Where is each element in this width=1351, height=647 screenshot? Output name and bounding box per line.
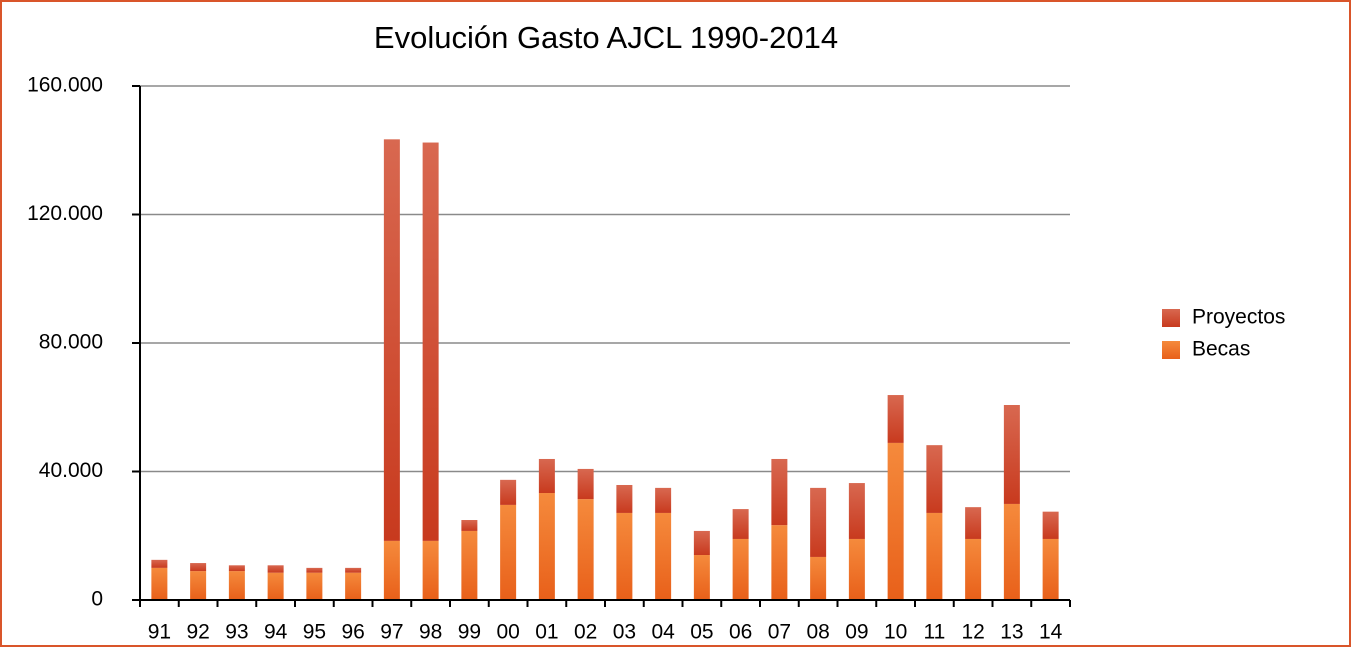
bar-segment bbox=[965, 538, 982, 600]
bar-segment bbox=[228, 571, 245, 600]
bar-segment bbox=[732, 509, 749, 539]
bar-segment bbox=[228, 565, 245, 572]
bar-segment bbox=[190, 563, 207, 572]
x-tick-label: 05 bbox=[690, 621, 713, 644]
y-tick-label: 120.000 bbox=[27, 202, 103, 225]
x-tick-label: 10 bbox=[884, 621, 907, 644]
bar-segment bbox=[810, 556, 827, 600]
x-tick-label: 08 bbox=[806, 621, 829, 644]
bar-segment bbox=[345, 567, 362, 573]
bar-segment bbox=[655, 487, 672, 513]
x-tick-label: 94 bbox=[264, 621, 288, 644]
x-tick-label: 12 bbox=[961, 621, 984, 644]
bar-segment bbox=[771, 458, 788, 526]
x-tick-label: 07 bbox=[768, 621, 791, 644]
bar-segment bbox=[926, 445, 943, 513]
bar-segment bbox=[1042, 538, 1059, 600]
bar-segment bbox=[965, 507, 982, 539]
bar-segment bbox=[655, 512, 672, 600]
bar-segment bbox=[151, 567, 168, 600]
bar-segment bbox=[345, 572, 362, 600]
y-tick-label: 0 bbox=[91, 588, 103, 611]
legend-label: Proyectos bbox=[1192, 306, 1285, 329]
bar-segment bbox=[267, 572, 284, 600]
x-tick-label: 11 bbox=[923, 621, 945, 644]
bar-segment bbox=[771, 525, 788, 600]
x-tick-label: 13 bbox=[1000, 621, 1023, 644]
y-tick-label: 160.000 bbox=[27, 74, 103, 97]
bar-segment bbox=[887, 442, 904, 600]
x-tick-label: 09 bbox=[845, 621, 868, 644]
bar-segment bbox=[887, 395, 904, 443]
x-tick-label: 03 bbox=[613, 621, 636, 644]
x-tick-label: 02 bbox=[574, 621, 597, 644]
bar-segment bbox=[693, 530, 710, 556]
bar-segment bbox=[383, 139, 400, 541]
bar-segment bbox=[500, 479, 517, 505]
bar-segment bbox=[306, 567, 323, 573]
x-tick-label: 14 bbox=[1039, 621, 1063, 644]
bar-segment bbox=[1003, 503, 1020, 600]
bar-segment bbox=[1003, 405, 1020, 504]
x-tick-label: 91 bbox=[148, 621, 171, 644]
x-tick-label: 98 bbox=[419, 621, 442, 644]
bar-segment bbox=[1042, 511, 1059, 539]
bar-segment bbox=[500, 504, 517, 600]
bar-segment bbox=[810, 487, 827, 557]
bar-segment bbox=[926, 512, 943, 600]
bar-segment bbox=[538, 458, 555, 494]
bar-segment bbox=[422, 540, 439, 600]
x-tick-label: 99 bbox=[458, 621, 481, 644]
x-tick-label: 01 bbox=[535, 621, 558, 644]
x-tick-label: 92 bbox=[186, 621, 209, 644]
chart-title: Evolución Gasto AJCL 1990-2014 bbox=[374, 20, 838, 55]
x-tick-label: 96 bbox=[341, 621, 364, 644]
bar-segment bbox=[732, 538, 749, 600]
bar-segment bbox=[383, 540, 400, 600]
bar-segment bbox=[577, 499, 594, 600]
x-tick-label: 93 bbox=[225, 621, 248, 644]
bar-segment bbox=[848, 483, 865, 539]
bar-segment bbox=[151, 559, 168, 568]
legend-swatch bbox=[1162, 309, 1180, 327]
bar-segment bbox=[538, 493, 555, 600]
bar-segment bbox=[190, 571, 207, 600]
bar-segment bbox=[461, 520, 478, 531]
legend-swatch bbox=[1162, 341, 1180, 359]
bar-segment bbox=[616, 484, 633, 513]
x-tick-label: 00 bbox=[496, 621, 519, 644]
bar-segment bbox=[616, 512, 633, 600]
legend-label: Becas bbox=[1192, 338, 1250, 361]
bar-segment bbox=[693, 555, 710, 600]
bar-segment bbox=[306, 572, 323, 600]
bar-segment bbox=[848, 538, 865, 600]
x-tick-label: 06 bbox=[729, 621, 752, 644]
y-tick-label: 80.000 bbox=[39, 331, 103, 354]
bar-segment bbox=[267, 565, 284, 573]
x-tick-label: 95 bbox=[303, 621, 326, 644]
bar-segment bbox=[577, 468, 594, 500]
x-tick-label: 04 bbox=[651, 621, 675, 644]
y-tick-label: 40.000 bbox=[39, 459, 103, 482]
bar-segment bbox=[422, 142, 439, 541]
bar-segment bbox=[461, 530, 478, 600]
x-tick-label: 97 bbox=[380, 621, 403, 644]
